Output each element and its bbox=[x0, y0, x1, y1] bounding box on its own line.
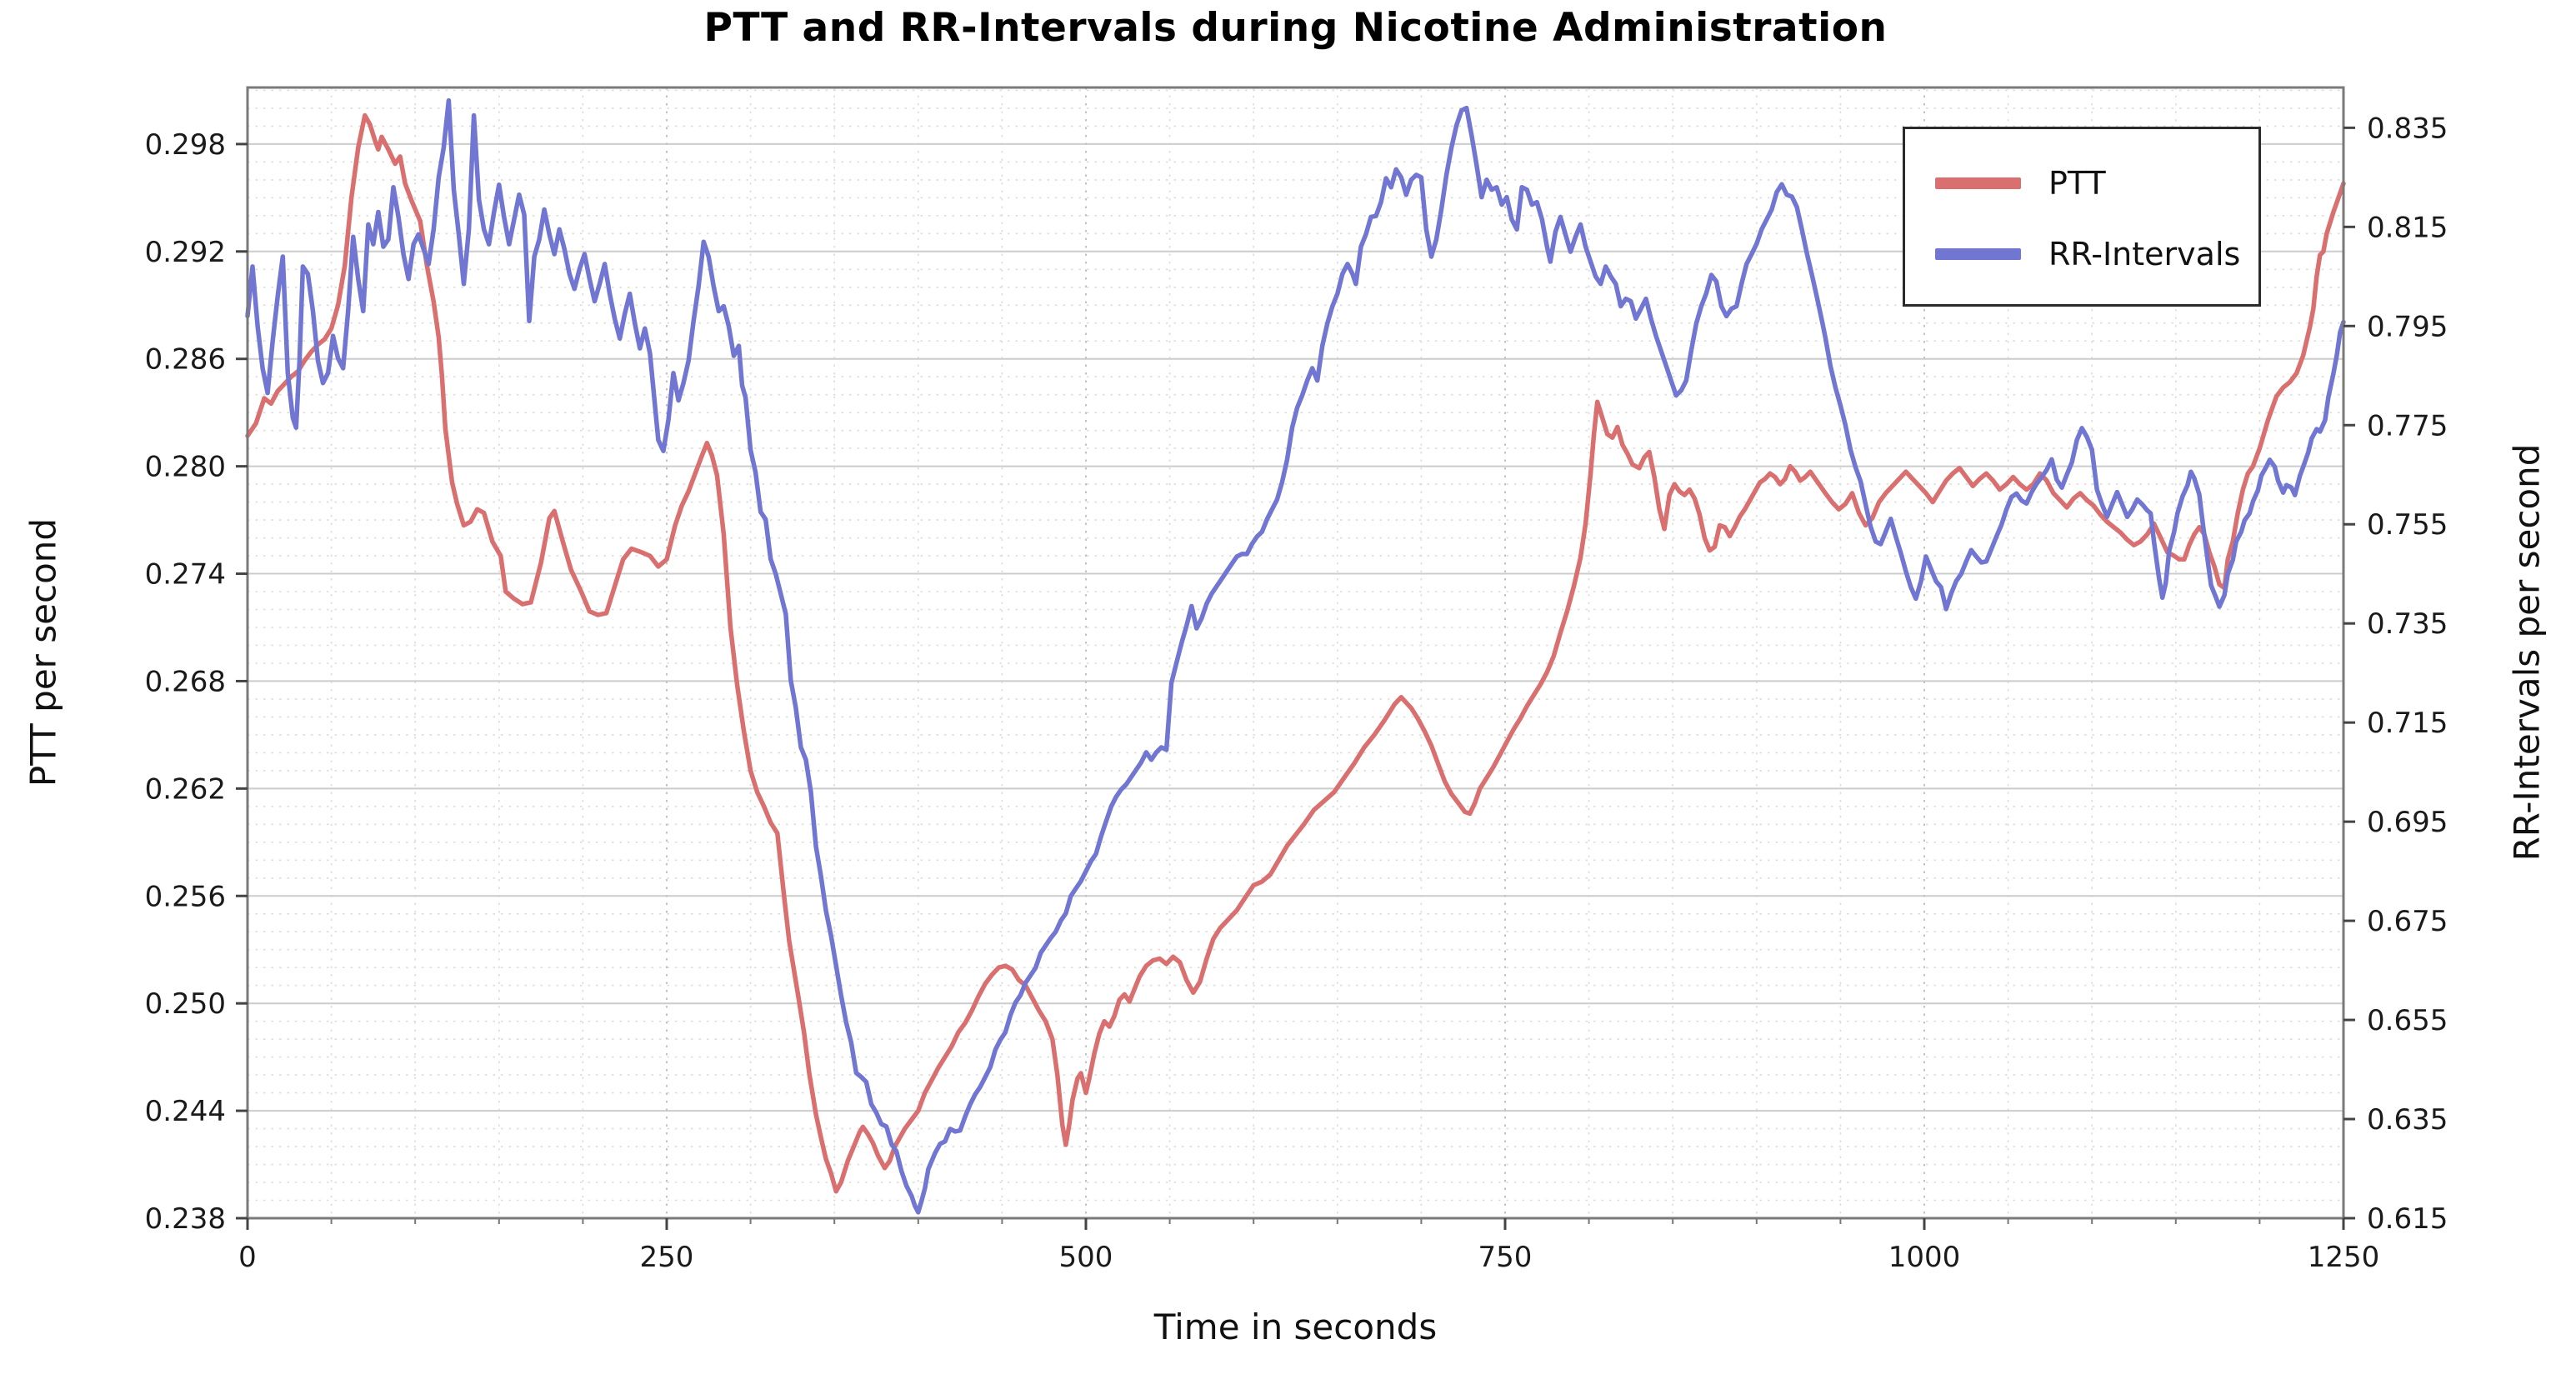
left-tick-label: 0.292 bbox=[145, 236, 226, 269]
series-line-rr-intervals bbox=[245, 97, 2346, 1215]
series-lines bbox=[245, 97, 2346, 1215]
x-tick-label: 1250 bbox=[2308, 1241, 2380, 1274]
right-tick-label: 0.755 bbox=[2367, 508, 2448, 542]
axis-ticks bbox=[236, 126, 2355, 1230]
series-line-ptt bbox=[245, 112, 2346, 1194]
x-tick-label: 500 bbox=[1059, 1241, 1113, 1274]
chart-title: PTT and RR-Intervals during Nicotine Adm… bbox=[703, 5, 1888, 51]
tick-labels: 0.298 0.292 0.286 0.280 0.274 0.268 0.262 0.256… bbox=[145, 112, 2448, 1274]
left-tick-label: 0.262 bbox=[145, 772, 226, 806]
legend-item-rr-intervals: RR-Intervals bbox=[1935, 236, 2241, 272]
right-tick-label: 0.795 bbox=[2367, 310, 2448, 343]
legend-item-ptt: PTT bbox=[1935, 165, 2106, 202]
x-tick-label: 750 bbox=[1478, 1241, 1533, 1274]
left-tick-label: 0.286 bbox=[145, 343, 226, 377]
right-tick-label: 0.715 bbox=[2367, 707, 2448, 740]
left-tick-label: 0.280 bbox=[145, 451, 226, 484]
right-tick-label: 0.815 bbox=[2367, 211, 2448, 244]
left-y-axis-label: PTT per second bbox=[23, 517, 64, 787]
right-tick-label: 0.695 bbox=[2367, 806, 2448, 839]
right-tick-label: 0.635 bbox=[2367, 1103, 2448, 1137]
axis-spines bbox=[246, 86, 2345, 1220]
x-tick-label: 250 bbox=[640, 1241, 694, 1274]
legend-label-rr: RR-Intervals bbox=[2048, 236, 2241, 272]
right-tick-label: 0.655 bbox=[2367, 1004, 2448, 1037]
gridlines-major bbox=[248, 87, 2343, 1219]
right-tick-label: 0.615 bbox=[2367, 1202, 2448, 1236]
right-tick-label: 0.675 bbox=[2367, 905, 2448, 938]
left-tick-label: 0.298 bbox=[145, 128, 226, 162]
left-tick-label: 0.250 bbox=[145, 987, 226, 1021]
x-tick-label: 0 bbox=[238, 1241, 257, 1274]
left-tick-label: 0.268 bbox=[145, 665, 226, 698]
x-axis-label: Time in seconds bbox=[1153, 1307, 1438, 1347]
left-tick-label: 0.256 bbox=[145, 880, 226, 913]
x-tick-label: 1000 bbox=[1888, 1241, 1961, 1274]
left-tick-label: 0.244 bbox=[145, 1095, 226, 1128]
legend-swatch-ptt-line bbox=[1935, 177, 2021, 189]
left-tick-label: 0.274 bbox=[145, 558, 226, 592]
legend: PTT RR-Intervals bbox=[1903, 127, 2261, 307]
right-y-axis-label: RR-Intervals per second bbox=[2506, 443, 2548, 862]
right-tick-label: 0.835 bbox=[2367, 112, 2448, 145]
legend-label-ptt: PTT bbox=[2048, 165, 2106, 202]
left-tick-label: 0.238 bbox=[145, 1202, 226, 1236]
right-tick-label: 0.735 bbox=[2367, 607, 2448, 641]
right-tick-label: 0.775 bbox=[2367, 409, 2448, 442]
legend-swatch-rr-line bbox=[1935, 248, 2021, 260]
